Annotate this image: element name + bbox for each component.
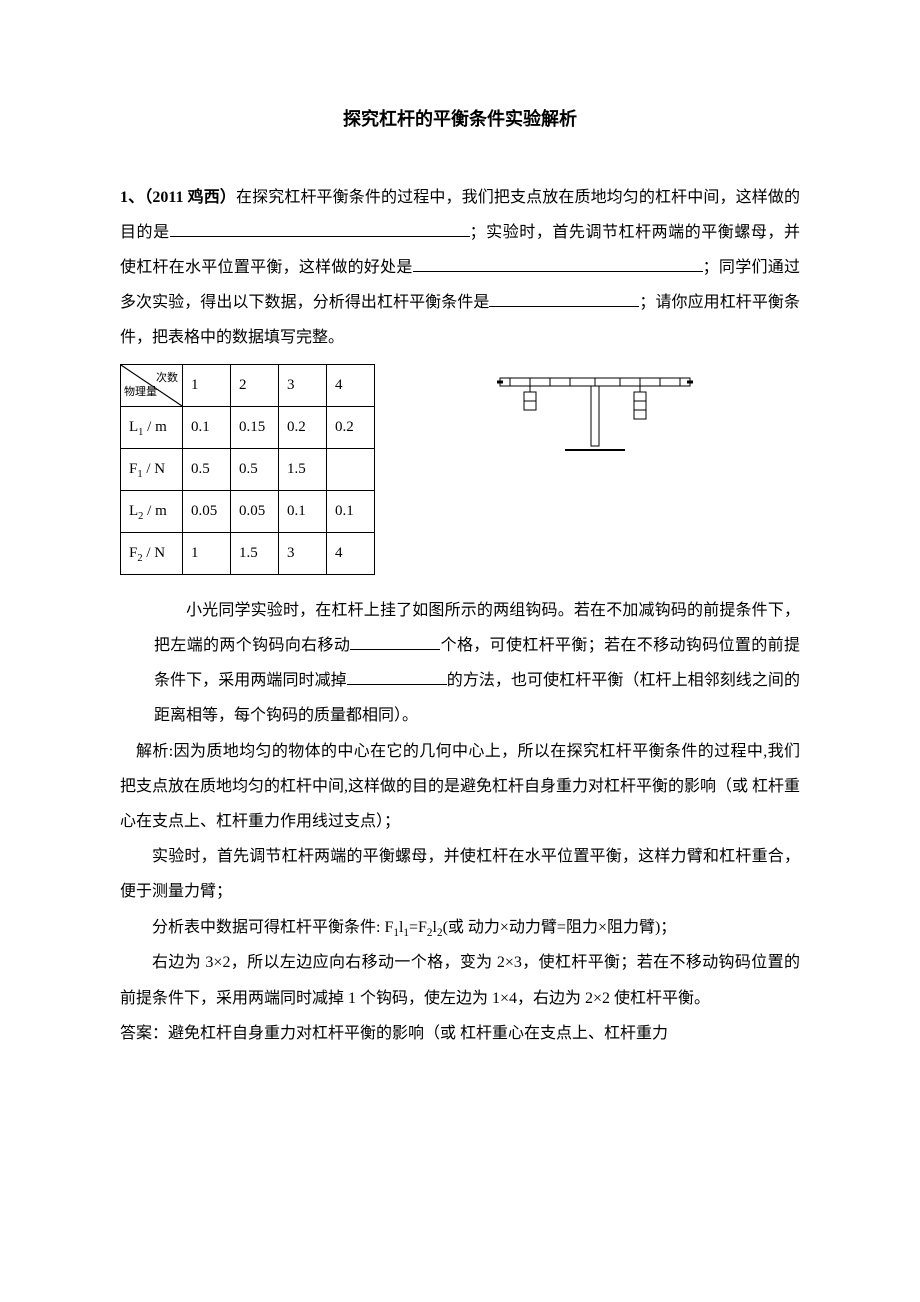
table-cell: 1.5 <box>231 532 279 574</box>
analysis-label: 解析: <box>136 743 173 760</box>
row-label-unit: / m <box>143 419 166 435</box>
left-weights-icon <box>524 386 536 410</box>
row-label-main: L <box>129 503 138 519</box>
blank-2 <box>413 252 703 272</box>
question-number: 1、 <box>120 189 144 206</box>
analysis-p4: 右边为 3×2，所以左边应向右移动一个格，变为 2×3，使杠杆平衡；若在不移动钩… <box>120 945 800 1015</box>
row-label-main: L <box>129 419 138 435</box>
table-cell: 4 <box>327 532 375 574</box>
table-header-row: 次数 物理量 1 2 3 4 <box>121 364 375 406</box>
blank-3 <box>489 287 639 307</box>
row-label-unit: / m <box>143 503 166 519</box>
paragraph-2: 小光同学实验时，在杠杆上挂了如图所示的两组钩码。若在不加减钩码的前提条件下，把左… <box>120 593 800 734</box>
right-weights-icon <box>634 386 646 419</box>
row-label-unit: / N <box>143 461 166 477</box>
table-row: L1 / m 0.1 0.15 0.2 0.2 <box>121 406 375 448</box>
blank-1 <box>170 217 470 237</box>
document-page: 探究杠杆的平衡条件实验解析 1、（2011 鸡西）在探究杠杆平衡条件的过程中，我… <box>0 0 920 1302</box>
table-cell: 0.2 <box>327 406 375 448</box>
table-cell: 0.1 <box>327 490 375 532</box>
blank-4 <box>350 630 440 650</box>
data-table: 次数 物理量 1 2 3 4 L1 / m 0.1 0.15 0.2 0.2 F… <box>120 364 375 575</box>
analysis-p3: 分析表中数据可得杠杆平衡条件: F1l1=F2l2(或 动力×动力臂=阻力×阻力… <box>120 910 800 946</box>
diag-label-bottom: 物理量 <box>124 380 157 404</box>
row-label: F1 / N <box>121 448 183 490</box>
col-header: 3 <box>279 364 327 406</box>
table-cell: 0.1 <box>183 406 231 448</box>
row-label: L1 / m <box>121 406 183 448</box>
table-row: F2 / N 1 1.5 3 4 <box>121 532 375 574</box>
diagonal-header-cell: 次数 物理量 <box>121 364 183 406</box>
col-header: 1 <box>183 364 231 406</box>
table-cell: 1.5 <box>279 448 327 490</box>
col-header: 2 <box>231 364 279 406</box>
table-cell: 0.05 <box>231 490 279 532</box>
question-source: （2011 鸡西） <box>144 189 236 206</box>
answer-text: 避免杠杆自身重力对杠杆平衡的影响（或 杠杆重心在支点上、杠杆重力 <box>168 1025 668 1042</box>
lever-diagram <box>495 368 695 471</box>
col-header: 4 <box>327 364 375 406</box>
question-block: 1、（2011 鸡西）在探究杠杆平衡条件的过程中，我们把支点放在质地均匀的杠杆中… <box>120 180 800 356</box>
table-figure-row: 次数 物理量 1 2 3 4 L1 / m 0.1 0.15 0.2 0.2 F… <box>120 364 800 575</box>
analysis-p3a: 分析表中数据可得杠杆平衡条件: F <box>152 919 393 936</box>
table-cell: 0.05 <box>183 490 231 532</box>
table-cell: 0.5 <box>183 448 231 490</box>
row-label: L2 / m <box>121 490 183 532</box>
table-row: L2 / m 0.05 0.05 0.1 0.1 <box>121 490 375 532</box>
blank-5 <box>347 665 447 685</box>
analysis-p3e: (或 动力×动力臂=阻力×阻力臂)； <box>443 919 677 936</box>
row-label-unit: / N <box>143 545 166 561</box>
table-row: F1 / N 0.5 0.5 1.5 <box>121 448 375 490</box>
table-cell: 0.15 <box>231 406 279 448</box>
table-cell: 3 <box>279 532 327 574</box>
table-cell <box>327 448 375 490</box>
analysis-p2: 实验时，首先调节杠杆两端的平衡螺母，并使杠杆在水平位置平衡，这样力臂和杠杆重合，… <box>120 839 800 909</box>
analysis-text-1: 因为质地均匀的物体的中心在它的几何中心上，所以在探究杠杆平衡条件的过程中,我们把… <box>120 743 800 830</box>
analysis-p1: 解析:因为质地均匀的物体的中心在它的几何中心上，所以在探究杠杆平衡条件的过程中,… <box>120 734 800 840</box>
answer-block: 答案：避免杠杆自身重力对杠杆平衡的影响（或 杠杆重心在支点上、杠杆重力 <box>120 1016 800 1051</box>
answer-label: 答案： <box>120 1025 168 1042</box>
table-cell: 0.5 <box>231 448 279 490</box>
table-cell: 0.1 <box>279 490 327 532</box>
analysis-p3c: =F <box>409 919 427 936</box>
table-cell: 1 <box>183 532 231 574</box>
diag-label-top: 次数 <box>156 366 178 390</box>
row-label: F2 / N <box>121 532 183 574</box>
table-cell: 0.2 <box>279 406 327 448</box>
page-title: 探究杠杆的平衡条件实验解析 <box>120 100 800 140</box>
